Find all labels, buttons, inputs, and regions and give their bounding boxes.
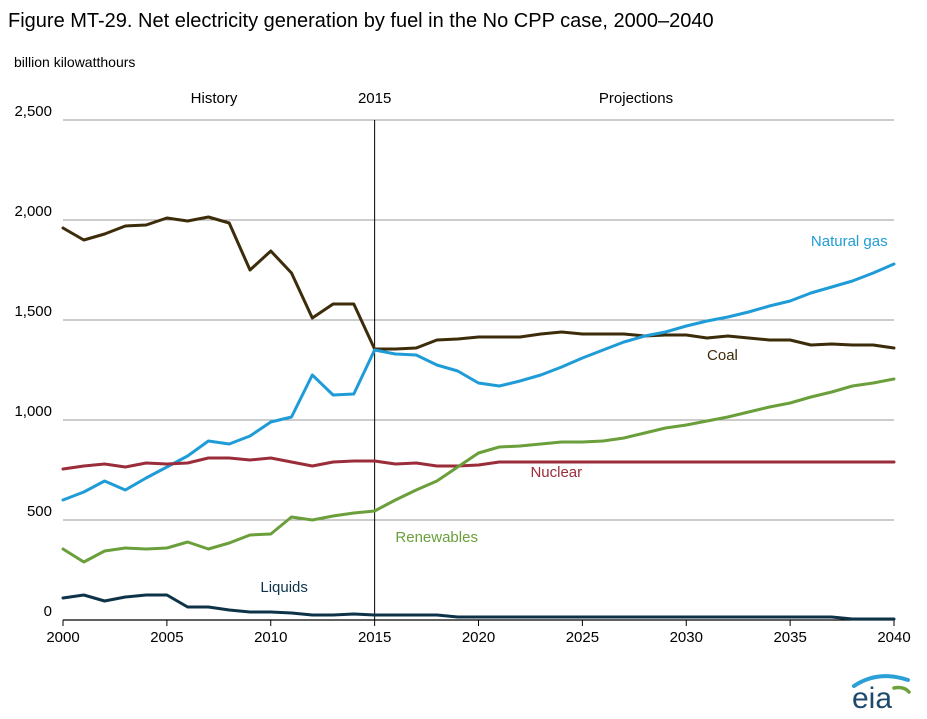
y-tick-label-0: 0 xyxy=(44,603,52,620)
grid-lines xyxy=(63,119,894,621)
x-tick-label-2030: 2030 xyxy=(670,629,703,646)
series-label-liquids: Liquids xyxy=(260,579,308,596)
series-line-renewables xyxy=(61,377,896,564)
divider-label: 2015 xyxy=(358,90,391,107)
y-tick-label-1500: 1,500 xyxy=(14,303,52,320)
y-tick-label-2500: 2,500 xyxy=(14,103,52,120)
y-axis-unit-label: billion kilowatthours xyxy=(14,54,136,70)
history-projection-divider: 2015 History Projections xyxy=(191,90,673,620)
x-tick-label-2015: 2015 xyxy=(358,629,391,646)
series-line-liquids xyxy=(61,593,896,621)
x-tick-label-2025: 2025 xyxy=(566,629,599,646)
x-tick-label-2020: 2020 xyxy=(462,629,495,646)
eia-logo-text: eia xyxy=(852,682,892,712)
series-label-natural-gas: Natural gas xyxy=(811,233,888,250)
x-tick-label-2000: 2000 xyxy=(46,629,79,646)
x-tick-label-2040: 2040 xyxy=(877,629,910,646)
history-label: History xyxy=(191,90,238,107)
x-axis-ticks: 2000 2005 2010 2015 2020 2025 2030 2035 2040 xyxy=(46,620,911,646)
eia-logo-icon: eia xyxy=(852,674,911,712)
series-line-natural-gas xyxy=(61,262,896,502)
y-axis-ticks: 0 500 1,000 1,500 2,000 2,500 xyxy=(14,103,52,620)
x-tick-label-2035: 2035 xyxy=(773,629,806,646)
x-tick-label-2010: 2010 xyxy=(254,629,287,646)
x-tick-label-2005: 2005 xyxy=(150,629,183,646)
projections-label: Projections xyxy=(599,90,673,107)
series-lines xyxy=(61,215,896,621)
series-line-coal xyxy=(61,215,896,351)
series-label-coal: Coal xyxy=(707,347,738,364)
y-tick-label-1000: 1,000 xyxy=(14,403,52,420)
page-title: Figure MT-29. Net electricity generation… xyxy=(8,10,714,32)
y-tick-label-500: 500 xyxy=(27,503,52,520)
series-label-nuclear: Nuclear xyxy=(530,464,582,481)
y-tick-label-2000: 2,000 xyxy=(14,203,52,220)
series-label-renewables: Renewables xyxy=(395,529,478,546)
series-labels: Coal Natural gas Nuclear Renewables Liquids xyxy=(260,233,887,596)
series-line-nuclear xyxy=(61,456,896,471)
